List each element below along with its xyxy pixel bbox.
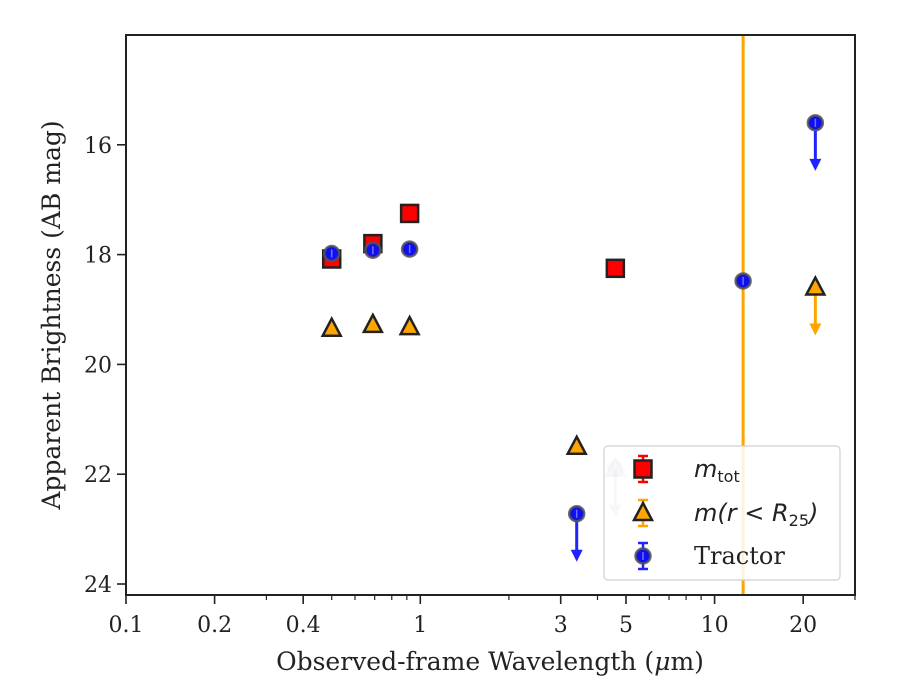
data-point-mtot [605, 258, 626, 279]
legend-label-main: m [694, 455, 717, 483]
x-axis-label-mu: μ [654, 647, 670, 676]
x-ticks-group: 0.1 0.2 0.4 1 3 5 10 20 [109, 595, 856, 638]
triangle-marker [398, 314, 421, 336]
data-point-tractor [400, 240, 419, 258]
legend-entry-mr25: m(r < R25) [631, 498, 818, 530]
data-point-tractor [734, 272, 752, 290]
legend-label: m(r < R25) [694, 499, 818, 530]
square-marker [633, 459, 653, 479]
y-tick-label: 16 [84, 134, 112, 159]
legend-marker-tractor [634, 547, 652, 565]
data-point-mr25 [320, 316, 343, 337]
legend-entry-tractor: Tractor [634, 541, 785, 571]
upper-limit-head [809, 323, 822, 336]
x-tick-label: 0.1 [109, 613, 144, 638]
square-marker [605, 258, 626, 279]
y-tick-label: 24 [84, 573, 112, 598]
triangle-marker [320, 316, 343, 337]
x-tick-label: 10 [701, 613, 729, 638]
y-tick-label: 22 [84, 463, 112, 488]
legend-box [603, 445, 841, 581]
data-point-tractor [806, 114, 825, 132]
data-point-mtot [399, 203, 420, 224]
legend-label: mtot [694, 455, 740, 486]
upper-limit-head [809, 158, 822, 171]
y-axis-label: Apparent Brightness (AB mag) [37, 120, 66, 510]
y-ticks-group: 16 18 20 22 24 [84, 134, 126, 598]
x-tick-label: 5 [619, 613, 633, 638]
triangle-marker [631, 500, 655, 522]
triangle-marker [361, 312, 384, 334]
x-axis-label-prefix: Observed-frame Wavelength ( [276, 647, 654, 676]
x-tick-label: 1 [413, 613, 427, 638]
legend-label: Tractor [694, 542, 785, 570]
x-tick-label: 0.2 [197, 613, 232, 638]
series-mtot [321, 203, 626, 279]
data-point-tractor [364, 241, 382, 259]
x-tick-label: 20 [789, 613, 817, 638]
triangle-marker [565, 434, 588, 456]
data-point-tractor [322, 244, 341, 263]
data-point-tractor [567, 504, 586, 523]
data-point-mr25 [804, 274, 827, 296]
y-tick-label: 18 [84, 244, 112, 269]
plot-frame [125, 34, 856, 596]
x-tick-label: 0.4 [286, 613, 321, 638]
legend-entry-mtot: mtot [633, 454, 740, 486]
legend-label-tail: ) [807, 499, 818, 527]
triangle-marker [804, 274, 827, 296]
legend-marker-mr25 [631, 500, 655, 522]
data-point-mr25 [565, 434, 588, 456]
x-axis-label-suffix: m) [670, 647, 703, 676]
x-axis-label: Observed-frame Wavelength (μm) [276, 647, 704, 676]
x-tick-label: 3 [554, 613, 568, 638]
legend-label-main: m(r < R [694, 499, 789, 527]
data-point-mr25 [398, 314, 421, 336]
legend: mtot m(r < R25) Tractor [603, 445, 841, 581]
legend-label-sub: 25 [789, 511, 809, 530]
legend-label-sub: tot [717, 467, 739, 486]
data-point-mr25 [361, 312, 384, 334]
upper-limit-head [570, 549, 583, 562]
square-marker [399, 203, 420, 224]
y-tick-label: 20 [84, 353, 112, 378]
legend-marker-mtot [633, 459, 653, 479]
